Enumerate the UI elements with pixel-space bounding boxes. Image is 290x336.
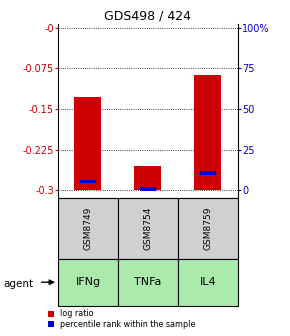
- Text: agent: agent: [3, 279, 33, 289]
- Bar: [178, 259, 238, 306]
- Bar: [134, 166, 161, 190]
- Legend: log ratio, percentile rank within the sample: log ratio, percentile rank within the sa…: [48, 309, 196, 329]
- Bar: [80, 179, 96, 183]
- Bar: [58, 259, 118, 306]
- Text: GSM8749: GSM8749: [84, 207, 93, 250]
- Bar: [75, 97, 102, 190]
- Bar: [200, 171, 216, 175]
- Title: GDS498 / 424: GDS498 / 424: [104, 9, 191, 23]
- Bar: [118, 259, 178, 306]
- Text: GSM8759: GSM8759: [203, 207, 212, 250]
- Bar: [118, 198, 178, 259]
- Bar: [140, 187, 156, 191]
- Bar: [58, 198, 118, 259]
- Text: TNFa: TNFa: [134, 277, 162, 287]
- Bar: [178, 198, 238, 259]
- Text: GSM8754: GSM8754: [143, 207, 153, 250]
- Bar: [194, 76, 221, 190]
- Text: IFNg: IFNg: [75, 277, 101, 287]
- Text: IL4: IL4: [200, 277, 216, 287]
